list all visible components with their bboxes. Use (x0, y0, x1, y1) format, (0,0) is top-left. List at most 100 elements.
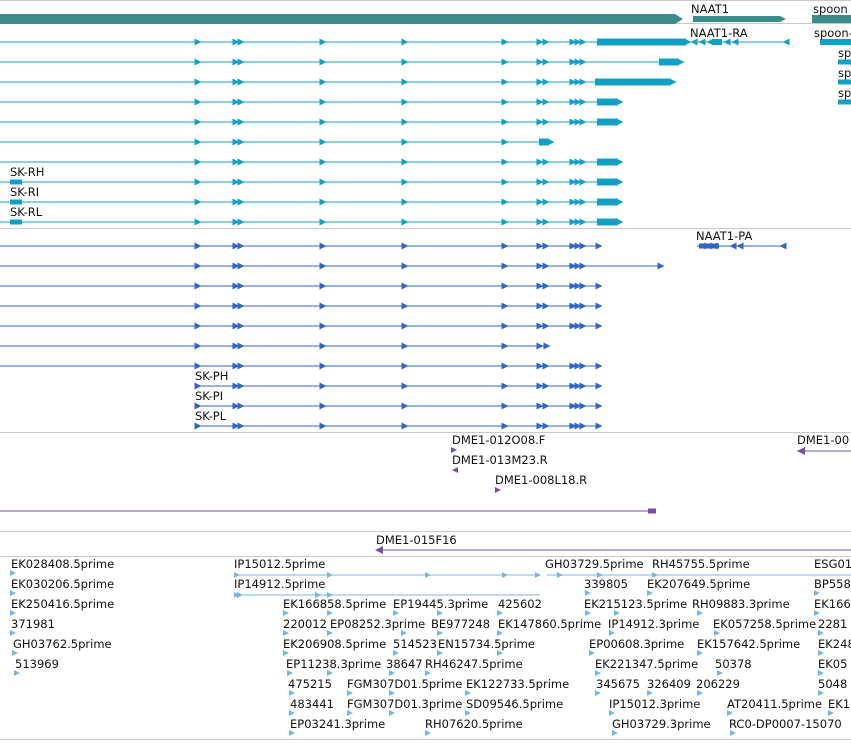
transcript-label-naat1-ra[interactable]: NAAT1-RA (690, 26, 748, 40)
protein-exon-arrow (569, 242, 577, 250)
est-label[interactable]: IP14912.3prime (608, 617, 700, 631)
est-label[interactable]: 483441 (290, 697, 334, 711)
protein-exon-arrow (579, 262, 587, 270)
transcript-spoon-block (838, 99, 851, 105)
est-label[interactable]: EK221347.5prime (595, 657, 699, 671)
transcript-label-sk-ri[interactable]: SK-RI (10, 185, 40, 199)
est-label[interactable]: EP03241.3prime (290, 717, 386, 731)
est-label[interactable]: 220012 (283, 617, 327, 631)
protein-exon-arrow (579, 322, 587, 330)
est-arrow (287, 670, 293, 676)
est-label[interactable]: EP19445.3prime (393, 597, 489, 611)
est-label[interactable]: RH46247.5prime (425, 657, 523, 671)
transcript-label-sk-rh[interactable]: SK-RH (10, 165, 45, 179)
transcript-label-sk-rl[interactable]: SK-RL (10, 205, 43, 219)
est-label[interactable]: RH07620.5prime (425, 717, 523, 731)
transcript-exon-arrow (232, 118, 240, 126)
gene-label-naat1[interactable]: NAAT1 (691, 2, 730, 16)
est-label[interactable]: SD09546.5prime (466, 697, 564, 711)
est-label[interactable]: EN15734.5prime (438, 637, 535, 651)
est-arrow (289, 690, 295, 696)
clone-label-00[interactable]: DME1-00 (797, 433, 850, 447)
protein-label-sk-pi[interactable]: SK-PI (195, 389, 224, 403)
est-label[interactable]: EK147860.5prime (498, 617, 602, 631)
est-label[interactable]: 339805 (584, 577, 628, 591)
protein-exon-arrow (501, 242, 509, 250)
protein-label-sk-ph[interactable]: SK-PH (195, 369, 229, 383)
protein-exon-arrow (232, 382, 240, 390)
est-label[interactable]: IP15012.3prime (609, 697, 701, 711)
est-label[interactable]: EP08252.3prime (330, 617, 426, 631)
est-label[interactable]: EK248 (818, 637, 851, 651)
gene-bar-naat1 (0, 14, 683, 24)
est-arrow (10, 610, 16, 616)
clone-label-015f16[interactable]: DME1-015F16 (376, 533, 457, 547)
est-label[interactable]: EK1 (828, 697, 851, 711)
est-label[interactable]: 345675 (596, 677, 640, 691)
est-label[interactable]: EK122733.5prime (466, 677, 570, 691)
transcript-exon-arrow (782, 38, 790, 46)
transcript-label-spoon-4[interactable]: spo (838, 86, 851, 100)
est-label[interactable]: EK215123.5prime (584, 597, 688, 611)
est-label[interactable]: 5048 (818, 677, 848, 691)
est-label[interactable]: GH03729.5prime (545, 557, 644, 571)
est-arrow (697, 690, 703, 696)
est-label[interactable]: ESG01 (814, 557, 851, 571)
est-label[interactable]: EK05 (818, 657, 848, 671)
est-label[interactable]: EK030206.5prime (11, 577, 115, 591)
protein-label-sk-pl[interactable]: SK-PL (195, 409, 227, 423)
est-label[interactable]: EK057258.5prime (713, 617, 817, 631)
est-label[interactable]: 50378 (715, 657, 752, 671)
est-label[interactable]: 371981 (11, 617, 55, 631)
est-label[interactable]: 513969 (15, 657, 59, 671)
protein-exon-arrow (574, 402, 582, 410)
est-label[interactable]: EK206908.5prime (283, 637, 387, 651)
est-label[interactable]: GH03729.3prime (612, 717, 711, 731)
est-label[interactable]: 38647 (386, 657, 423, 671)
clone-label-012o08[interactable]: DME1-012O08.F (452, 433, 546, 447)
transcript-label-spoon-3[interactable]: spo (838, 66, 851, 80)
est-label[interactable]: EP11238.3prime (286, 657, 382, 671)
est-label[interactable]: 514523 (393, 637, 437, 651)
est-label[interactable]: AT20411.5prime (727, 697, 823, 711)
protein-exon-arrow (736, 242, 744, 250)
est-label[interactable]: RH09883.3prime (692, 597, 790, 611)
est-arrow (389, 670, 395, 676)
est-label[interactable]: 326409 (647, 677, 691, 691)
transcript-exon-arrow (401, 198, 409, 206)
est-label[interactable]: EK166 (814, 597, 851, 611)
est-arrow (327, 630, 333, 636)
est-label[interactable]: IP14912.5prime (234, 577, 326, 591)
est-label[interactable]: 475215 (288, 677, 332, 691)
est-arrow (502, 572, 508, 578)
transcript-exon-arrow (542, 38, 550, 46)
est-label[interactable]: EK166858.5prime (283, 597, 387, 611)
est-label[interactable]: 206229 (696, 677, 740, 691)
est-label[interactable]: BE977248 (431, 617, 491, 631)
est-label[interactable]: GH03762.5prime (13, 637, 112, 651)
transcript-exon-arrow (574, 178, 582, 186)
protein-label-naat1-pa[interactable]: NAAT1-PA (696, 229, 753, 243)
est-label[interactable]: EK207649.5prime (647, 577, 751, 591)
est-label[interactable]: FGM307D01.3prime (347, 697, 463, 711)
est-label[interactable]: 425602 (498, 597, 542, 611)
est-arrow (535, 572, 541, 578)
est-label[interactable]: EK250416.5prime (11, 597, 115, 611)
est-label[interactable]: 2281 (818, 617, 848, 631)
est-label[interactable]: BP558 (814, 577, 851, 591)
protein-exon-arrow (501, 302, 509, 310)
est-label[interactable]: RC0-DP0007-15070 (729, 717, 842, 731)
est-label[interactable]: EP00608.3prime (589, 637, 685, 651)
est-label[interactable]: RH45755.5prime (652, 557, 750, 571)
transcript-label-spoon-2[interactable]: spo (838, 46, 851, 60)
transcript-exon-arrow (536, 178, 544, 186)
clone-label-008l18[interactable]: DME1-008L18.R (495, 473, 588, 487)
est-label[interactable]: IP15012.5prime (234, 557, 326, 571)
transcript-label-spoon[interactable]: spoon- (814, 26, 851, 40)
clone-label-013m23[interactable]: DME1-013M23.R (452, 453, 548, 467)
protein-exon-arrow (237, 262, 245, 270)
est-label[interactable]: FGM307D01.5prime (347, 677, 463, 691)
est-label[interactable]: EK157642.5prime (697, 637, 801, 651)
est-label[interactable]: EK028408.5prime (11, 557, 115, 571)
gene-label-spoon[interactable]: spoon (813, 2, 848, 16)
